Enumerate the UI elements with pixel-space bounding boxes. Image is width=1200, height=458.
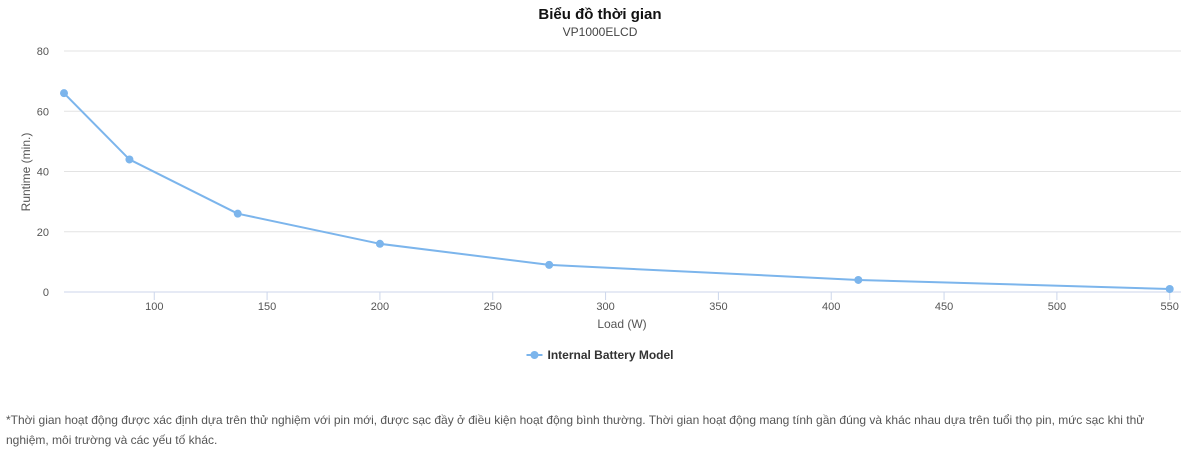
data-point[interactable]	[1165, 284, 1174, 293]
runtime-chart: Biểu đồ thời gian VP1000ELCD 0 20 40 60 80 1…	[19, 6, 1181, 362]
x-axis-title: Load (W)	[597, 317, 646, 331]
series-line	[63, 92, 1171, 290]
data-point[interactable]	[375, 239, 384, 248]
data-point[interactable]	[125, 155, 134, 164]
x-tick-label: 500	[1048, 301, 1066, 313]
x-tick-label: 550	[1161, 301, 1179, 313]
x-axis: 100 150 200 250 300 350 400 450 500 550	[64, 291, 1181, 313]
y-tick-label: 40	[37, 167, 49, 179]
data-point[interactable]	[233, 209, 242, 218]
grid-lines	[64, 50, 1181, 233]
chart-title: Biểu đồ thời gian	[538, 6, 661, 23]
legend-label: Internal Battery Model	[547, 348, 673, 362]
x-tick-label: 450	[935, 301, 953, 313]
legend-marker	[530, 351, 539, 359]
x-tick-label: 350	[709, 301, 727, 313]
x-tick-label: 300	[596, 301, 614, 313]
x-tick-label: 400	[822, 301, 840, 313]
y-tick-label: 80	[37, 46, 49, 58]
y-axis-title: Runtime (min.)	[19, 133, 33, 212]
x-tick-label: 150	[258, 301, 276, 313]
chart-subtitle: VP1000ELCD	[563, 25, 638, 39]
data-point[interactable]	[60, 89, 68, 98]
series-group	[60, 89, 1174, 293]
legend-symbol	[526, 351, 543, 359]
legend[interactable]: Internal Battery Model	[526, 348, 674, 362]
y-tick-label: 20	[37, 227, 49, 239]
footnote: *Thời gian hoạt động được xác định dựa t…	[6, 413, 1145, 447]
data-point[interactable]	[854, 275, 863, 284]
y-axis-ticks: 0 20 40 60 80	[37, 46, 49, 299]
data-point[interactable]	[545, 260, 554, 269]
x-tick-label: 100	[145, 301, 163, 313]
x-tick-label: 200	[371, 301, 389, 313]
chart-container: Biểu đồ thời gian VP1000ELCD 0 20 40 60 80 1…	[19, 6, 1181, 362]
legend-item[interactable]: Internal Battery Model	[526, 348, 674, 362]
y-tick-label: 0	[43, 287, 49, 299]
y-tick-label: 60	[37, 106, 49, 118]
x-tick-label: 250	[484, 301, 502, 313]
